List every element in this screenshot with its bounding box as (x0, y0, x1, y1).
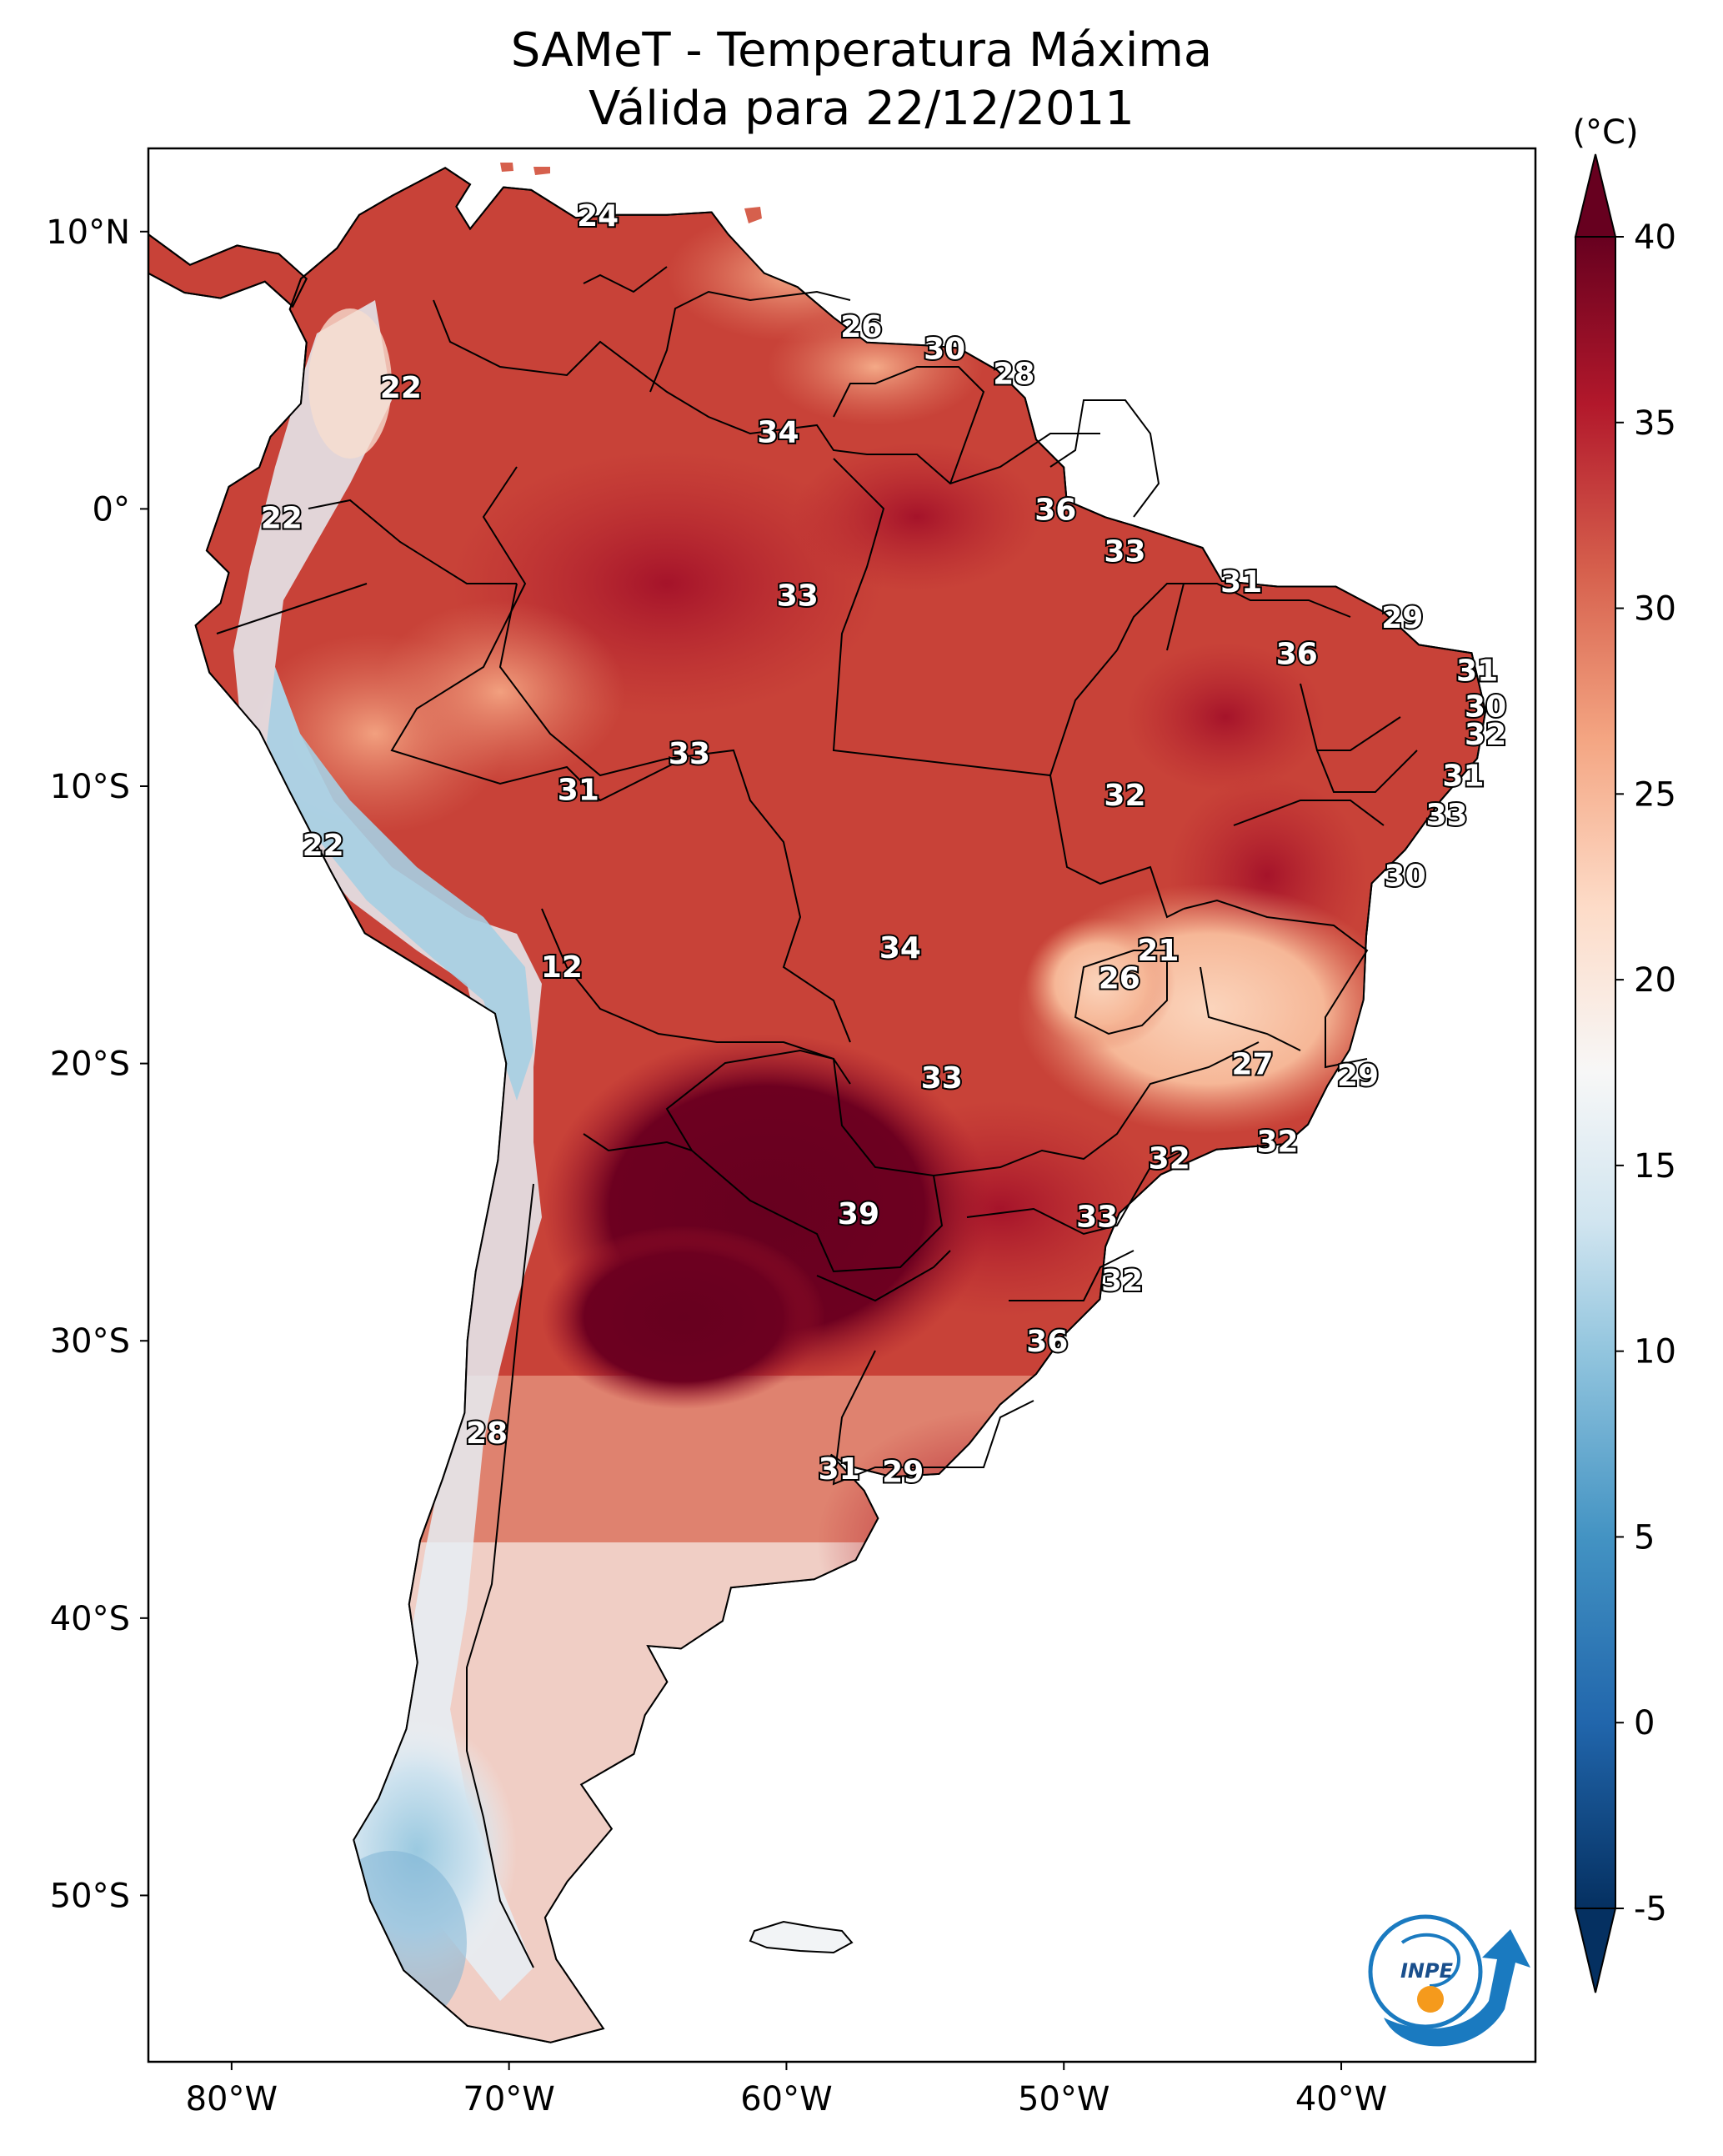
temperature-value-label: 26 (1099, 962, 1140, 996)
falkland-islands (749, 1920, 854, 1954)
political-borders (216, 266, 1418, 1968)
temperature-value-label: 31 (819, 1452, 860, 1487)
temperature-value-label: 31 (1220, 565, 1262, 599)
colorbar-unit-label: (°C) (1572, 113, 1638, 152)
temperature-value-label: 39 (838, 1197, 879, 1231)
temperature-value-label: 30 (1465, 690, 1506, 725)
logo-text: INPE (1400, 1959, 1454, 1983)
colorbar-tick-label: 35 (1634, 404, 1676, 443)
temperature-value-label: 27 (1231, 1048, 1273, 1082)
lat-tick-label: 40°S (50, 1600, 130, 1638)
temperature-value-label: 32 (1104, 779, 1145, 813)
lat-tick-label: 10°N (46, 213, 130, 252)
latitude-axis: 10°N 0° 10°S 20°S 30°S 40°S 50°S (46, 213, 148, 1915)
lat-tick-label: 50°S (50, 1877, 130, 1915)
temperature-value-label: 24 (577, 199, 619, 233)
inpe-logo: INPE (1368, 1914, 1530, 2047)
temperature-value-label: 32 (1101, 1264, 1143, 1298)
temperature-value-label: 31 (1442, 760, 1484, 794)
temperature-value-label: 32 (1256, 1126, 1298, 1160)
lon-tick-label: 80°W (186, 2080, 278, 2118)
temperature-value-label: 28 (466, 1416, 508, 1451)
colorbar-tick-label: 20 (1634, 961, 1676, 1000)
colorbar: 40 35 30 25 20 15 10 5 0 -5 (°C) (1572, 113, 1676, 1993)
temperature-value-label: 22 (380, 371, 422, 405)
temperature-value-label: 31 (1456, 654, 1498, 688)
temperature-value-label: 34 (757, 415, 799, 449)
lon-tick-label: 70°W (463, 2080, 554, 2118)
colorbar-extend-top (1574, 153, 1617, 238)
temperature-value-label: 36 (1034, 493, 1076, 527)
temperature-value-label: 32 (1149, 1142, 1190, 1176)
colorbar-extend-bottom (1574, 1908, 1617, 1993)
temperature-value-label: 29 (1337, 1059, 1379, 1093)
temperature-value-label: 33 (777, 579, 819, 614)
temperature-value-label: 30 (1385, 859, 1426, 893)
map-subtitle: Válida para 22/12/2011 (589, 82, 1134, 136)
colorbar-tick-label: 25 (1634, 775, 1676, 814)
map-frame (147, 147, 1537, 2063)
temperature-value-label: 33 (669, 737, 710, 771)
temperature-value-label: 29 (1381, 601, 1423, 635)
temperature-value-label: 32 (1465, 718, 1506, 752)
temperature-value-label: 12 (541, 950, 583, 985)
colorbar-tick-label: -5 (1634, 1890, 1667, 1928)
lat-tick-label: 20°S (50, 1045, 130, 1084)
temperature-value-label: 21 (1137, 934, 1179, 968)
longitude-axis: 80°W 70°W 60°W 50°W 40°W (186, 2062, 1387, 2118)
temperature-value-label: 30 (924, 332, 965, 366)
lon-tick-label: 50°W (1018, 2080, 1109, 2118)
colorbar-tick-label: 10 (1634, 1333, 1676, 1371)
temperature-value-label: 29 (882, 1456, 924, 1490)
temperature-value-label: 28 (993, 357, 1034, 391)
temperature-value-label: 26 (840, 310, 882, 344)
temperature-value-label: 33 (1104, 534, 1145, 569)
colorbar-tick-label: 30 (1634, 590, 1676, 629)
colorbar-tick-label: 40 (1634, 218, 1676, 257)
temperature-value-label: 22 (303, 829, 344, 863)
colorbar-tick-label: 15 (1634, 1147, 1676, 1186)
colorbar-body (1575, 236, 1616, 1909)
colorbar-tick-label: 5 (1634, 1518, 1655, 1557)
temperature-value-label: 33 (921, 1061, 963, 1096)
temperature-value-label: 36 (1276, 637, 1318, 671)
temperature-value-label: 22 (261, 501, 303, 535)
lon-tick-label: 60°W (740, 2080, 832, 2118)
lat-tick-label: 10°S (50, 768, 130, 806)
temperature-value-label: 36 (1026, 1325, 1068, 1359)
temperature-value-label: 33 (1076, 1201, 1118, 1235)
lat-tick-label: 0° (93, 490, 130, 529)
colorbar-tick-label: 0 (1634, 1704, 1655, 1742)
temperature-value-label: 33 (1425, 798, 1467, 832)
coastline (148, 167, 1487, 2043)
map-title: SAMeT - Temperatura Máxima (510, 23, 1213, 78)
lat-tick-label: 30°S (50, 1322, 130, 1361)
temperature-value-label: 31 (558, 773, 599, 807)
temperature-value-label: 34 (879, 931, 921, 965)
lon-tick-label: 40°W (1295, 2080, 1387, 2118)
colorbar-ticks: 40 35 30 25 20 15 10 5 0 -5 (1615, 218, 1676, 1928)
